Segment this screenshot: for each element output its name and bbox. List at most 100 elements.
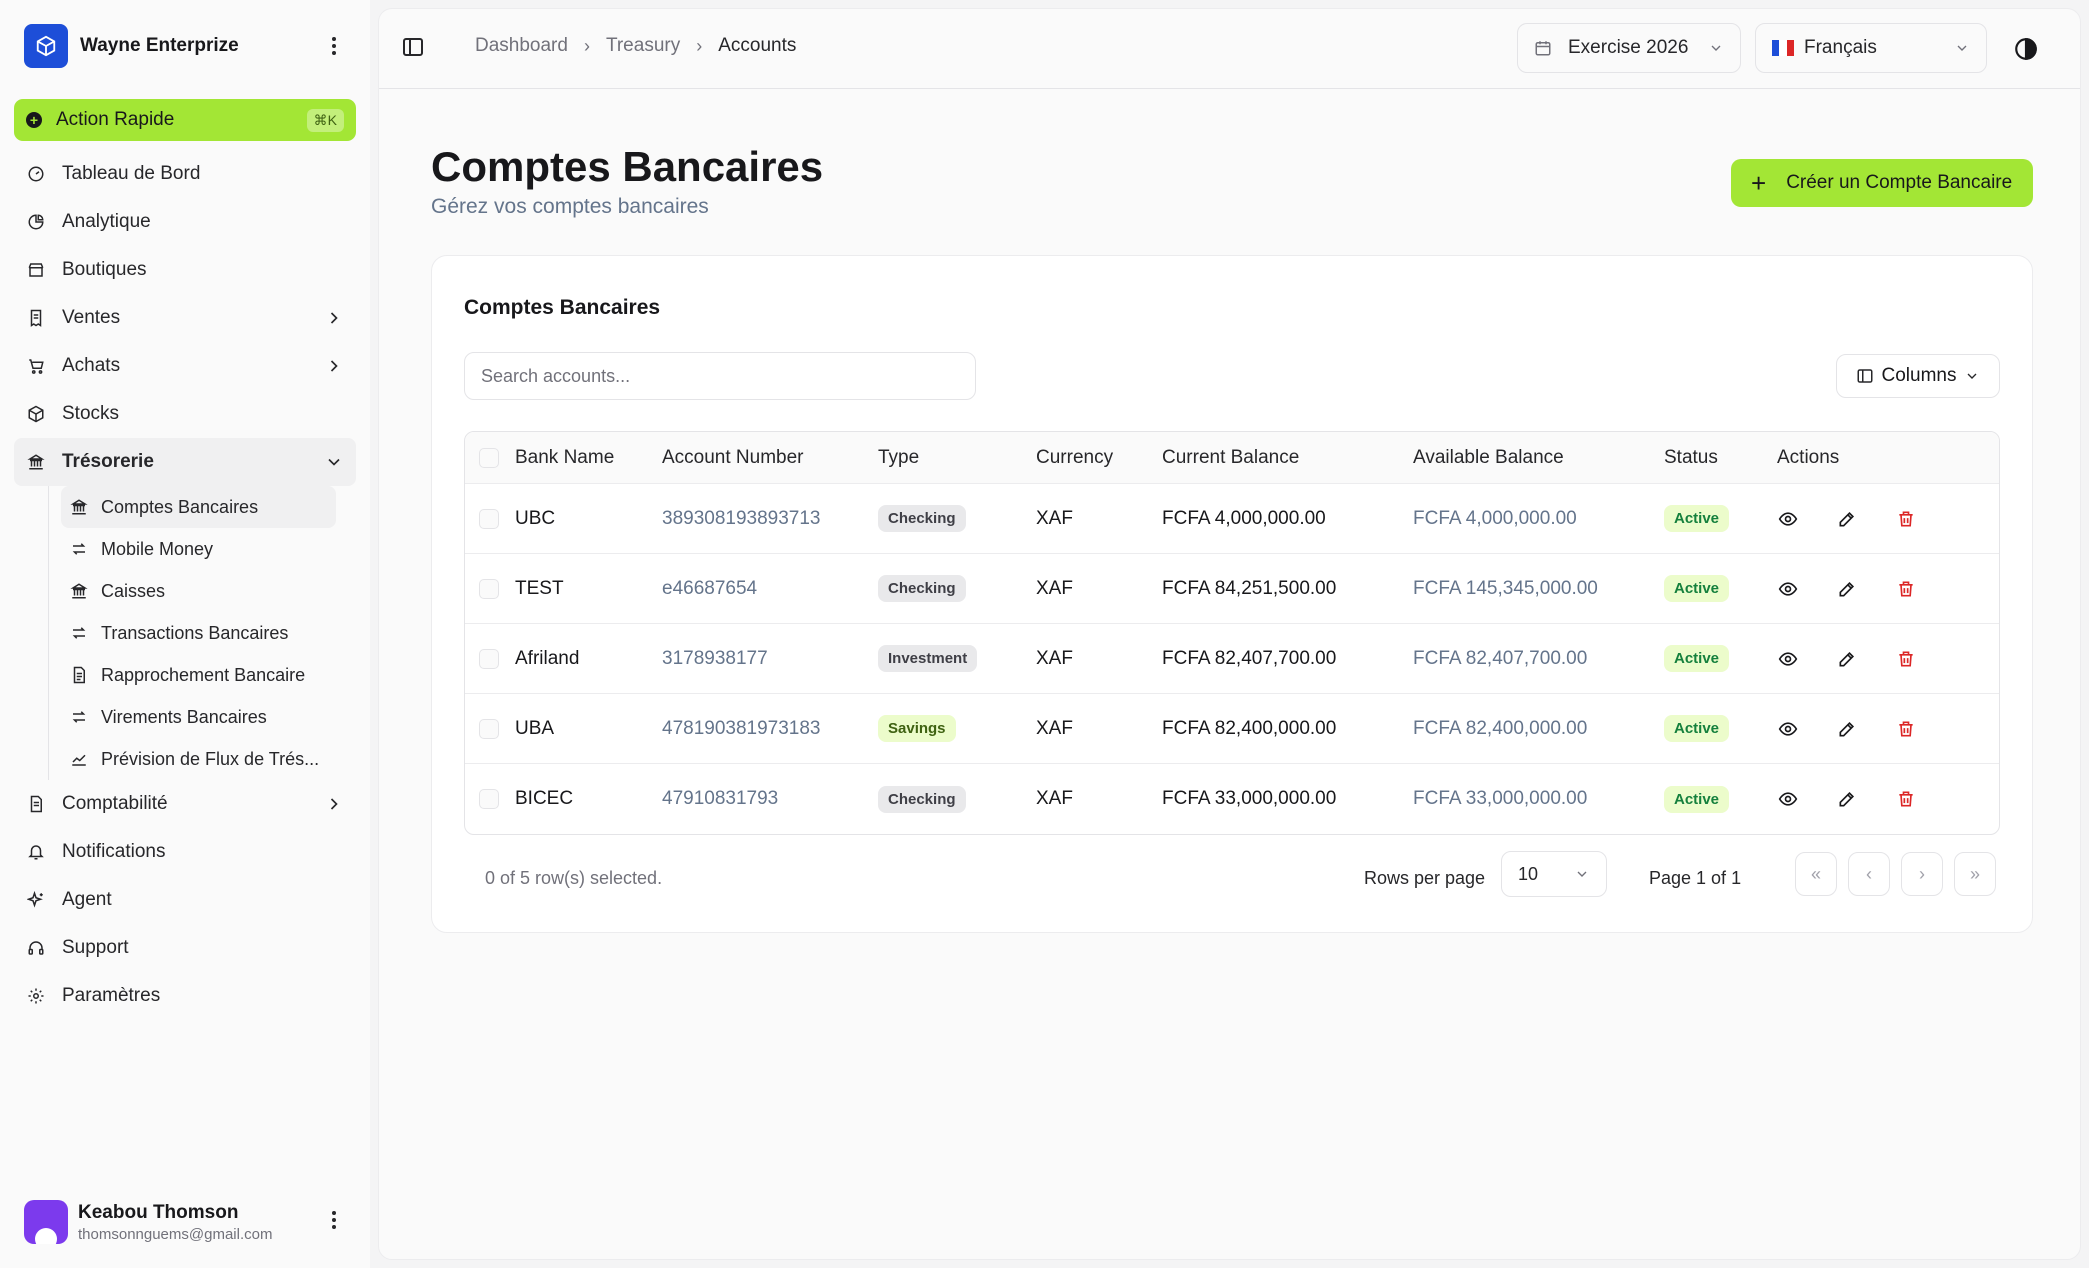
edit-icon[interactable] xyxy=(1836,788,1858,810)
avatar xyxy=(24,1200,68,1244)
breadcrumb-treasury[interactable]: Treasury xyxy=(605,35,681,56)
table-row[interactable]: UBC 389308193893713 Checking XAF FCFA 4,… xyxy=(465,484,1999,554)
columns-button[interactable]: Columns xyxy=(1836,354,2000,398)
user-menu[interactable]: Keabou Thomson thomsonnguems@gmail.com xyxy=(24,1198,354,1246)
sparkles-icon xyxy=(26,890,46,910)
last-page-button[interactable]: » xyxy=(1954,852,1996,896)
column-header[interactable]: Type xyxy=(878,446,920,468)
edit-icon[interactable] xyxy=(1836,648,1858,670)
create-bank-account-button[interactable]: + Créer un Compte Bancaire xyxy=(1731,159,2033,207)
user-menu-icon[interactable] xyxy=(322,1206,346,1234)
chevron-down-icon xyxy=(1957,45,1967,51)
column-header[interactable]: Currency xyxy=(1036,446,1114,468)
sidebar-item-shops[interactable]: Boutiques xyxy=(14,246,356,294)
landmark-icon xyxy=(26,452,46,472)
trash-icon[interactable] xyxy=(1895,718,1917,740)
table-row[interactable]: Afriland 3178938177 Investment XAF FCFA … xyxy=(465,624,1999,694)
gear-icon xyxy=(26,986,46,1006)
row-checkbox[interactable] xyxy=(479,718,499,739)
columns-icon xyxy=(1857,369,1872,383)
row-checkbox[interactable] xyxy=(479,648,499,669)
sidebar-item-stocks[interactable]: Stocks xyxy=(14,390,356,438)
trash-icon[interactable] xyxy=(1895,508,1917,530)
chevron-right-icon xyxy=(330,798,338,810)
language-select[interactable]: Français xyxy=(1755,23,1987,73)
currency: XAF xyxy=(1036,507,1073,529)
sidebar-item-purchases[interactable]: Achats xyxy=(14,342,356,390)
gauge-icon xyxy=(26,164,46,184)
main-content: Dashboard › Treasury › Accounts Exercise… xyxy=(378,8,2081,1260)
sidebar-item-dashboard[interactable]: Tableau de Bord xyxy=(14,150,356,198)
view-icon[interactable] xyxy=(1777,648,1799,670)
arrows-icon xyxy=(69,539,89,559)
row-checkbox[interactable] xyxy=(479,508,499,529)
view-icon[interactable] xyxy=(1777,788,1799,810)
chevron-down-icon xyxy=(1711,45,1721,51)
sidebar-item-support[interactable]: Support xyxy=(14,924,356,972)
brand[interactable]: Wayne Enterprize xyxy=(24,24,354,68)
breadcrumb-dashboard[interactable]: Dashboard xyxy=(475,35,568,56)
sidebar-item-sales[interactable]: Ventes xyxy=(14,294,356,342)
column-header[interactable]: Status xyxy=(1664,446,1718,468)
view-icon[interactable] xyxy=(1777,578,1799,600)
sidebar-subitem-bank-transfers[interactable]: Virements Bancaires xyxy=(61,696,336,738)
calendar-icon xyxy=(1535,41,1551,56)
quick-action-button[interactable]: + Action Rapide ⌘K xyxy=(14,99,356,141)
first-page-button[interactable]: « xyxy=(1795,852,1837,896)
column-header[interactable]: Bank Name xyxy=(515,446,615,468)
sidebar-toggle-icon[interactable] xyxy=(401,35,425,59)
table-row[interactable]: UBA 478190381973183 Savings XAF FCFA 82,… xyxy=(465,694,1999,764)
table-row[interactable]: TEST e46687654 Checking XAF FCFA 84,251,… xyxy=(465,554,1999,624)
search-input[interactable] xyxy=(464,352,976,400)
select-all-checkbox[interactable] xyxy=(479,447,499,468)
sidebar-subitem-bank-reconciliation[interactable]: Rapprochement Bancaire xyxy=(61,654,336,696)
edit-icon[interactable] xyxy=(1836,718,1858,740)
trash-icon[interactable] xyxy=(1895,578,1917,600)
bank-name: Afriland xyxy=(515,647,580,669)
file-icon xyxy=(26,794,46,814)
sidebar-subitem-mobile-money[interactable]: Mobile Money xyxy=(61,528,336,570)
row-checkbox[interactable] xyxy=(479,578,499,599)
table-row[interactable]: BICEC 47910831793 Checking XAF FCFA 33,0… xyxy=(465,764,1999,834)
trash-icon[interactable] xyxy=(1895,788,1917,810)
available-balance: FCFA 33,000,000.00 xyxy=(1413,788,1588,809)
sidebar-item-label: Notifications xyxy=(62,841,166,862)
currency: XAF xyxy=(1036,647,1073,669)
landmark-icon xyxy=(69,497,89,517)
sidebar-subitem-label: Rapprochement Bancaire xyxy=(101,664,306,685)
chevron-down-icon xyxy=(328,458,340,466)
theme-toggle-icon[interactable] xyxy=(2013,36,2039,62)
sidebar-subitem-bank-transactions[interactable]: Transactions Bancaires xyxy=(61,612,336,654)
store-icon xyxy=(26,260,46,280)
next-page-button[interactable]: › xyxy=(1901,852,1943,896)
chevron-right-icon: › xyxy=(696,35,703,56)
sidebar-item-accounting[interactable]: Comptabilité xyxy=(14,780,356,828)
sidebar-subitem-cash-registers[interactable]: Caisses xyxy=(61,570,336,612)
account-number: 3178938177 xyxy=(662,647,768,669)
sidebar-item-analytics[interactable]: Analytique xyxy=(14,198,356,246)
account-number: 389308193893713 xyxy=(662,507,821,529)
sidebar-item-agent[interactable]: Agent xyxy=(14,876,356,924)
card-title: Comptes Bancaires xyxy=(464,296,661,319)
fiscal-year-select[interactable]: Exercise 2026 xyxy=(1517,23,1741,73)
trash-icon[interactable] xyxy=(1895,648,1917,670)
sidebar-item-notifications[interactable]: Notifications xyxy=(14,828,356,876)
view-icon[interactable] xyxy=(1777,718,1799,740)
prev-page-button[interactable]: ‹ xyxy=(1848,852,1890,896)
sidebar-subitem-bank-accounts[interactable]: Comptes Bancaires xyxy=(61,486,336,528)
sidebar-item-settings[interactable]: Paramètres xyxy=(14,972,356,1020)
column-header[interactable]: Available Balance xyxy=(1413,446,1564,468)
sidebar-item-treasury[interactable]: Trésorerie xyxy=(14,438,356,486)
column-header[interactable]: Current Balance xyxy=(1162,446,1300,468)
sidebar-subitem-cash-flow-forecast[interactable]: Prévision de Flux de Trés... xyxy=(61,738,336,780)
column-header[interactable]: Account Number xyxy=(662,446,804,468)
accounts-table: Bank Name Account Number Type Currency C… xyxy=(464,431,2000,835)
edit-icon[interactable] xyxy=(1836,508,1858,530)
rows-per-page-select[interactable]: 10 xyxy=(1501,851,1607,897)
view-icon[interactable] xyxy=(1777,508,1799,530)
quick-action-label: Action Rapide xyxy=(56,109,175,130)
type-badge: Investment xyxy=(878,645,978,672)
row-checkbox[interactable] xyxy=(479,789,499,809)
edit-icon[interactable] xyxy=(1836,578,1858,600)
brand-menu-icon[interactable] xyxy=(322,32,346,60)
